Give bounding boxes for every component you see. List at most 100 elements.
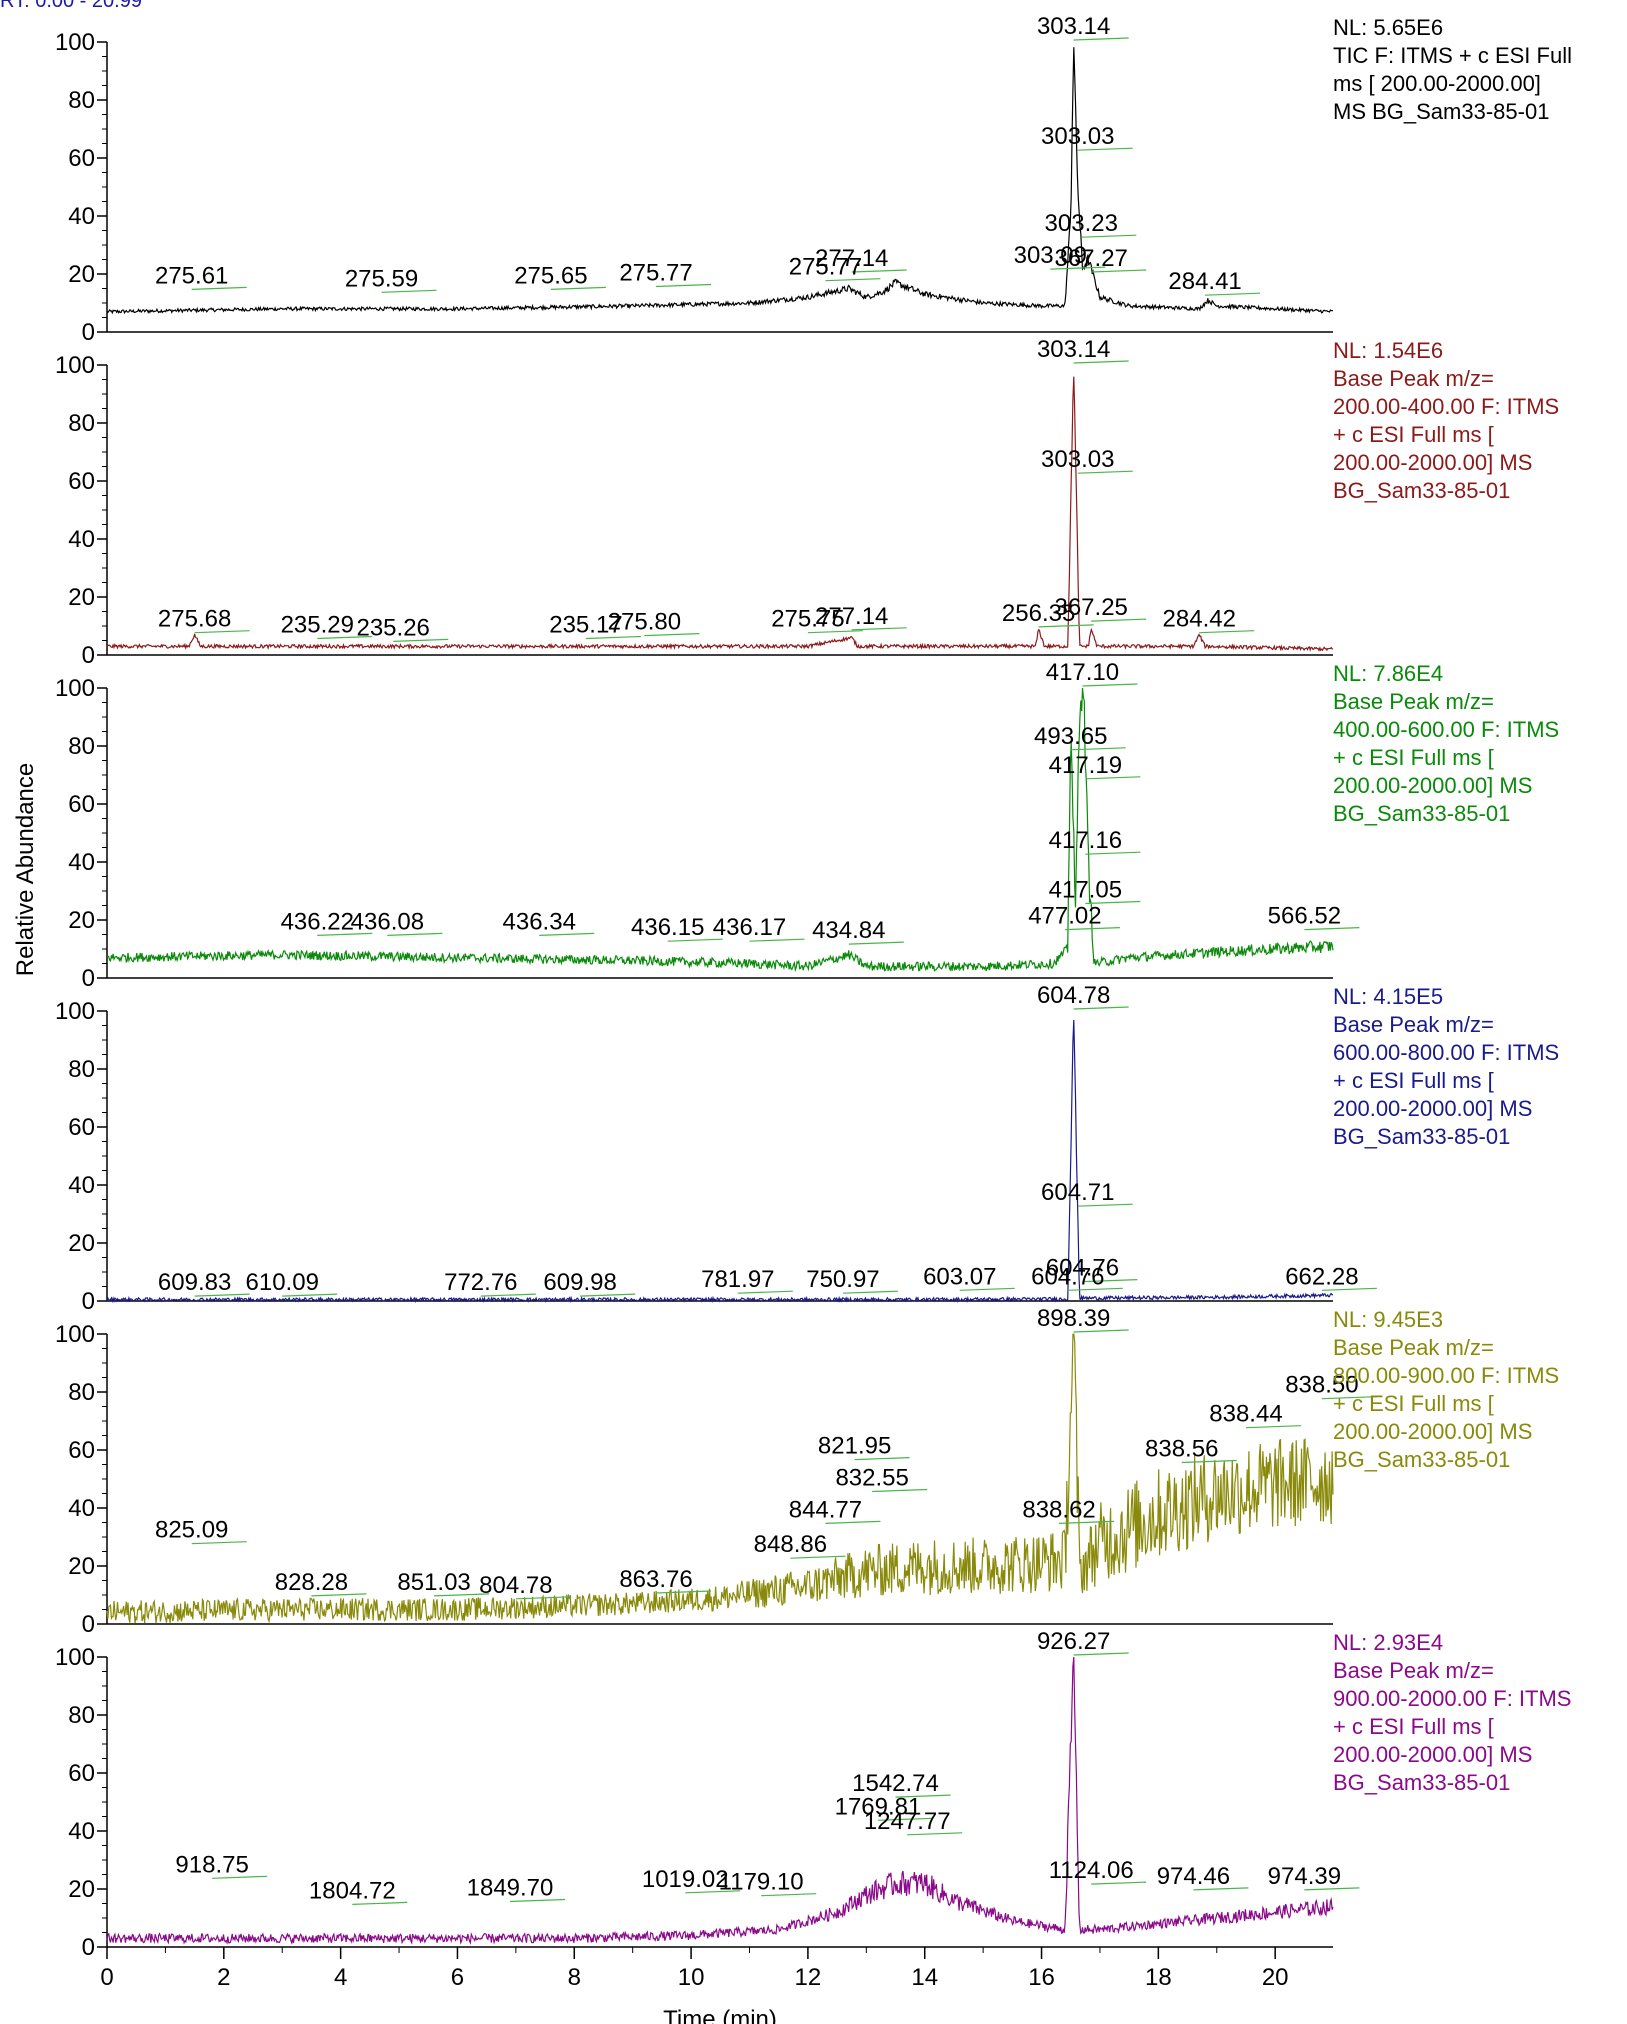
- peak-leader-line: [191, 286, 247, 290]
- peak-label: 235.17: [549, 612, 622, 639]
- peak-leader-line: [907, 1832, 963, 1836]
- peak-label: 436.34: [503, 908, 576, 935]
- panel-info-line: BG_Sam33-85-01: [1333, 1124, 1511, 1149]
- peak-label: 1804.72: [309, 1877, 396, 1904]
- x-tick-label: 0: [100, 1964, 113, 1991]
- peak-label: 825.09: [155, 1517, 228, 1544]
- panel-info: NL: 5.65E6 TIC F: ITMS + c ESI Full ms [ 2…: [1333, 14, 1627, 126]
- y-tick-label: 60: [68, 145, 95, 172]
- peak-leader-line: [191, 1541, 247, 1545]
- y-tick-label: 40: [68, 526, 95, 553]
- peak-leader-line: [877, 1817, 934, 1821]
- peak-label: 898.39: [1037, 1305, 1110, 1332]
- y-tick-label: 100: [55, 352, 95, 379]
- y-tick-label: 60: [68, 791, 95, 818]
- peak-leader-line: [1073, 1006, 1129, 1010]
- peak-label: 838.62: [1022, 1496, 1095, 1523]
- y-tick-label: 100: [55, 1321, 95, 1348]
- peak-leader-line: [1073, 1329, 1129, 1333]
- peak-leader-line: [434, 1593, 490, 1597]
- x-tick-label: 20: [1262, 1964, 1289, 1991]
- peak-label: 303.03: [1041, 446, 1114, 473]
- panel-info-line: TIC F: ITMS + c ESI Full: [1333, 43, 1572, 68]
- peak-leader-line: [282, 1293, 338, 1297]
- x-tick-label: 16: [1028, 1964, 1055, 1991]
- peak-leader-line: [387, 932, 443, 936]
- peak-leader-line: [580, 1293, 636, 1297]
- x-tick-label: 6: [451, 1964, 464, 1991]
- peak-label: 275.59: [345, 265, 418, 292]
- peak-label: 832.55: [835, 1465, 908, 1492]
- panel-info-line: 800.00-900.00 F: ITMS: [1333, 1363, 1560, 1388]
- peak-label: 275.75: [771, 606, 844, 633]
- peak-label: 436.17: [713, 914, 786, 941]
- peak-leader-line: [311, 1593, 367, 1597]
- peak-label: 662.28: [1285, 1263, 1358, 1290]
- peak-leader-line: [212, 1875, 268, 1879]
- peak-label: 477.02: [1028, 903, 1101, 930]
- panel-info-line: 200.00-2000.00] MS: [1333, 1096, 1533, 1121]
- peak-leader-line: [1067, 1287, 1123, 1291]
- y-tick-label: 40: [68, 1172, 95, 1199]
- panel-info: NL: 1.54E6 Base Peak m/z= 200.00-400.00 F:…: [1333, 337, 1627, 505]
- peak-label: 772.76: [444, 1269, 517, 1296]
- peak-leader-line: [317, 932, 373, 936]
- peak-label: 781.97: [701, 1266, 774, 1293]
- peak-leader-line: [685, 1890, 741, 1894]
- peak-label: 275.77: [619, 260, 692, 287]
- peak-leader-line: [393, 638, 449, 642]
- peak-label: 821.95: [818, 1433, 891, 1460]
- y-tick-label: 40: [68, 203, 95, 230]
- peak-label: 277.14: [815, 603, 888, 630]
- peak-label: 417.19: [1049, 752, 1122, 779]
- x-tick-label: 4: [334, 1964, 347, 1991]
- peak-label: 284.42: [1163, 606, 1236, 633]
- peak-leader-line: [667, 938, 723, 942]
- peak-label: 604.71: [1041, 1179, 1114, 1206]
- peak-leader-line: [194, 1293, 250, 1297]
- y-tick-label: 0: [82, 1288, 95, 1315]
- peak-label: 436.08: [351, 908, 424, 935]
- y-tick-label: 100: [55, 1644, 95, 1671]
- x-tick-label: 2: [217, 1964, 230, 1991]
- peak-leader-line: [381, 289, 437, 293]
- peak-leader-line: [1205, 292, 1261, 296]
- y-tick-label: 80: [68, 410, 95, 437]
- peak-label: 1769.81: [835, 1793, 922, 1820]
- y-tick-label: 60: [68, 1760, 95, 1787]
- rt-range-label: RT: 0.00 - 20.99: [0, 0, 142, 12]
- y-tick-label: 60: [68, 1437, 95, 1464]
- peak-label: 848.86: [754, 1531, 827, 1558]
- peak-label: 918.75: [175, 1851, 248, 1878]
- peak-label: 275.68: [158, 606, 231, 633]
- y-tick-label: 100: [55, 675, 95, 702]
- peak-label: 235.26: [356, 614, 429, 641]
- peak-leader-line: [1081, 234, 1137, 238]
- peak-label: 974.46: [1157, 1863, 1230, 1890]
- peak-leader-line: [515, 1596, 571, 1600]
- panel-info-line: 200.00-400.00 F: ITMS: [1333, 394, 1560, 419]
- peak-leader-line: [1077, 1203, 1133, 1207]
- peak-label: 1179.10: [719, 1869, 804, 1896]
- y-tick-label: 80: [68, 733, 95, 760]
- y-tick-label: 20: [68, 1230, 95, 1257]
- y-tick-label: 0: [82, 319, 95, 346]
- peak-label: 235.29: [281, 612, 354, 639]
- peak-leader-line: [1073, 1652, 1129, 1656]
- peak-leader-line: [539, 932, 595, 936]
- peak-leader-line: [1059, 1520, 1115, 1524]
- signal-trace: [106, 1333, 1334, 1624]
- peak-leader-line: [317, 635, 373, 640]
- panel-info: NL: 4.15E5 Base Peak m/z= 600.00-800.00 F:…: [1333, 983, 1627, 1151]
- peak-label: 974.39: [1268, 1863, 1341, 1890]
- peak-leader-line: [761, 1893, 817, 1897]
- peak-label: 838.44: [1209, 1401, 1282, 1428]
- peak-label: 275.80: [608, 609, 681, 636]
- y-tick-label: 100: [55, 29, 95, 56]
- peak-leader-line: [1091, 618, 1147, 622]
- peak-label: 1124.06: [1049, 1857, 1134, 1884]
- peak-leader-line: [790, 1555, 846, 1559]
- peak-label: 804.78: [479, 1572, 552, 1599]
- y-tick-label: 0: [82, 642, 95, 669]
- peak-label: 417.05: [1049, 877, 1122, 904]
